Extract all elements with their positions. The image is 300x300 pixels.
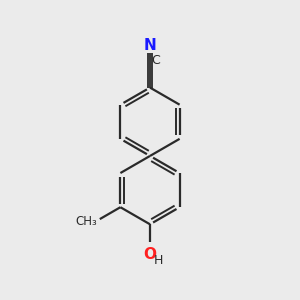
Text: H: H [154,254,164,267]
Text: C: C [151,54,160,67]
Text: O: O [143,247,157,262]
Text: CH₃: CH₃ [75,215,97,228]
Text: N: N [144,38,156,53]
